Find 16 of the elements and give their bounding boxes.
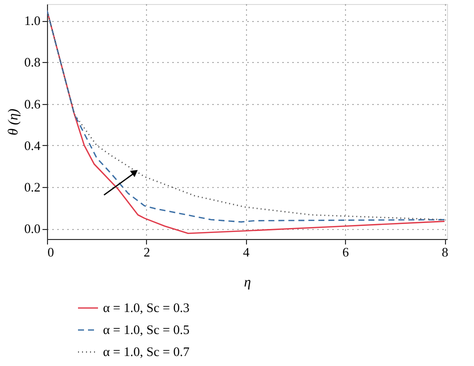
x-axis-title: η [244, 276, 252, 290]
y-tick-label: 0.0 [24, 221, 40, 236]
y-tick-label: 0.4 [24, 138, 41, 153]
x-tick-label: 2 [144, 244, 150, 260]
y-tick-label: 0.2 [24, 180, 40, 195]
x-tick-label: 0 [48, 244, 54, 260]
legend-label: α = 1.0, Sc = 0.5 [103, 322, 190, 337]
legend-label: α = 1.0, Sc = 0.7 [103, 344, 190, 359]
x-tick-label: 8 [442, 244, 448, 260]
y-tick-label: 0.8 [24, 54, 40, 70]
legend-label: α = 1.0, Sc = 0.3 [103, 300, 190, 315]
y-tick-label: 1.0 [24, 13, 40, 28]
x-tick-label: 6 [342, 244, 350, 260]
y-tick-label: 0.6 [24, 96, 41, 112]
y-axis-title: θ (η) [6, 108, 22, 136]
x-tick-label: 4 [243, 244, 250, 260]
